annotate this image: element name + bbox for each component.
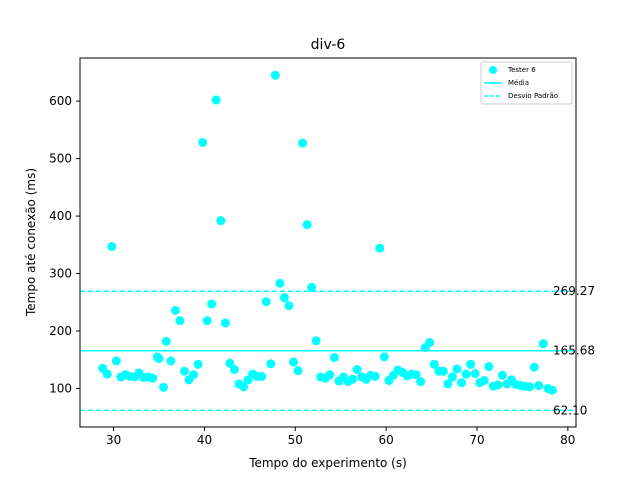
y-tick-label: 200 (49, 324, 72, 338)
data-point (288, 357, 298, 367)
std-dev-label: 62.10 (553, 403, 587, 417)
y-tick-label: 300 (49, 267, 72, 281)
data-point (348, 374, 358, 384)
data-point (529, 362, 539, 372)
data-point (266, 359, 276, 369)
x-tick-label: 30 (106, 433, 121, 447)
data-point (379, 352, 389, 362)
data-point (261, 297, 271, 307)
data-point (302, 220, 312, 230)
data-point (202, 316, 212, 326)
mean-label: 165.68 (553, 344, 595, 358)
data-point (429, 359, 439, 369)
plot-frame (79, 57, 577, 428)
data-point (270, 70, 280, 80)
x-tick-label: 50 (288, 433, 303, 447)
data-point (189, 370, 199, 380)
data-point (170, 305, 180, 315)
data-point (470, 369, 480, 379)
x-tick-label: 70 (469, 433, 484, 447)
data-point (425, 338, 435, 348)
legend-marker-tester (489, 66, 497, 74)
data-point (457, 378, 467, 388)
data-point (239, 382, 249, 392)
data-point (479, 375, 489, 385)
data-point (329, 352, 339, 362)
data-point (311, 336, 321, 346)
chart-title: div-6 (311, 37, 346, 53)
y-tick-label: 600 (49, 94, 72, 108)
axes: 30 40 50 60 70 80 100 200 300 400 500 600 (49, 94, 575, 447)
data-point (547, 385, 557, 395)
data-point (375, 243, 385, 253)
std-dev-label: 269.27 (553, 284, 595, 298)
data-point (175, 316, 185, 326)
legend-label-tester: Tester 6 (507, 66, 536, 74)
y-tick-label: 100 (49, 381, 72, 395)
data-point (416, 377, 426, 387)
data-point (225, 358, 235, 368)
x-tick-label: 40 (197, 433, 212, 447)
data-point (216, 216, 226, 226)
data-point (493, 380, 503, 390)
data-point (111, 356, 121, 366)
data-point (179, 366, 189, 376)
data-point (154, 354, 164, 364)
y-tick-label: 400 (49, 209, 72, 223)
data-point (207, 299, 217, 309)
data-point (538, 339, 548, 349)
data-point (257, 371, 267, 381)
data-point (411, 370, 421, 380)
x-tick-label: 60 (378, 433, 393, 447)
y-axis-label: Tempo até conexão (ms) (24, 168, 38, 317)
data-point (293, 366, 303, 376)
data-point (452, 364, 462, 374)
data-point (275, 278, 285, 288)
data-point (220, 318, 230, 328)
data-point (198, 137, 208, 147)
data-point (159, 382, 169, 392)
x-axis-label: Tempo do experimento (s) (248, 456, 407, 470)
data-point (443, 379, 453, 389)
data-point (352, 365, 362, 375)
data-point (229, 365, 239, 375)
data-point (307, 282, 317, 292)
data-point (466, 359, 476, 369)
data-point (461, 369, 471, 379)
plot-area (80, 58, 576, 427)
legend-label-desvio: Desvio Padrão (508, 92, 558, 100)
data-point (325, 370, 335, 380)
data-point (525, 382, 535, 392)
data-point (484, 362, 494, 372)
data-point (193, 359, 203, 369)
data-point (102, 369, 112, 379)
data-point (279, 293, 289, 303)
data-point (148, 373, 158, 383)
y-tick-label: 500 (49, 152, 72, 166)
data-point (298, 138, 308, 148)
data-marks: 165.68 269.27 62.10 (80, 70, 595, 417)
legend-label-media: Média (508, 79, 529, 87)
legend-box (480, 61, 573, 105)
data-point (534, 381, 544, 391)
data-point (438, 366, 448, 376)
data-point (447, 372, 457, 382)
data-point (370, 371, 380, 381)
data-point (161, 336, 171, 346)
data-point (107, 242, 117, 252)
data-point (166, 356, 176, 366)
x-tick-label: 80 (560, 433, 575, 447)
data-point (211, 95, 221, 105)
data-point (497, 370, 507, 380)
legend: Tester 6 Média Desvio Padrão (480, 61, 573, 105)
data-point (284, 301, 294, 311)
